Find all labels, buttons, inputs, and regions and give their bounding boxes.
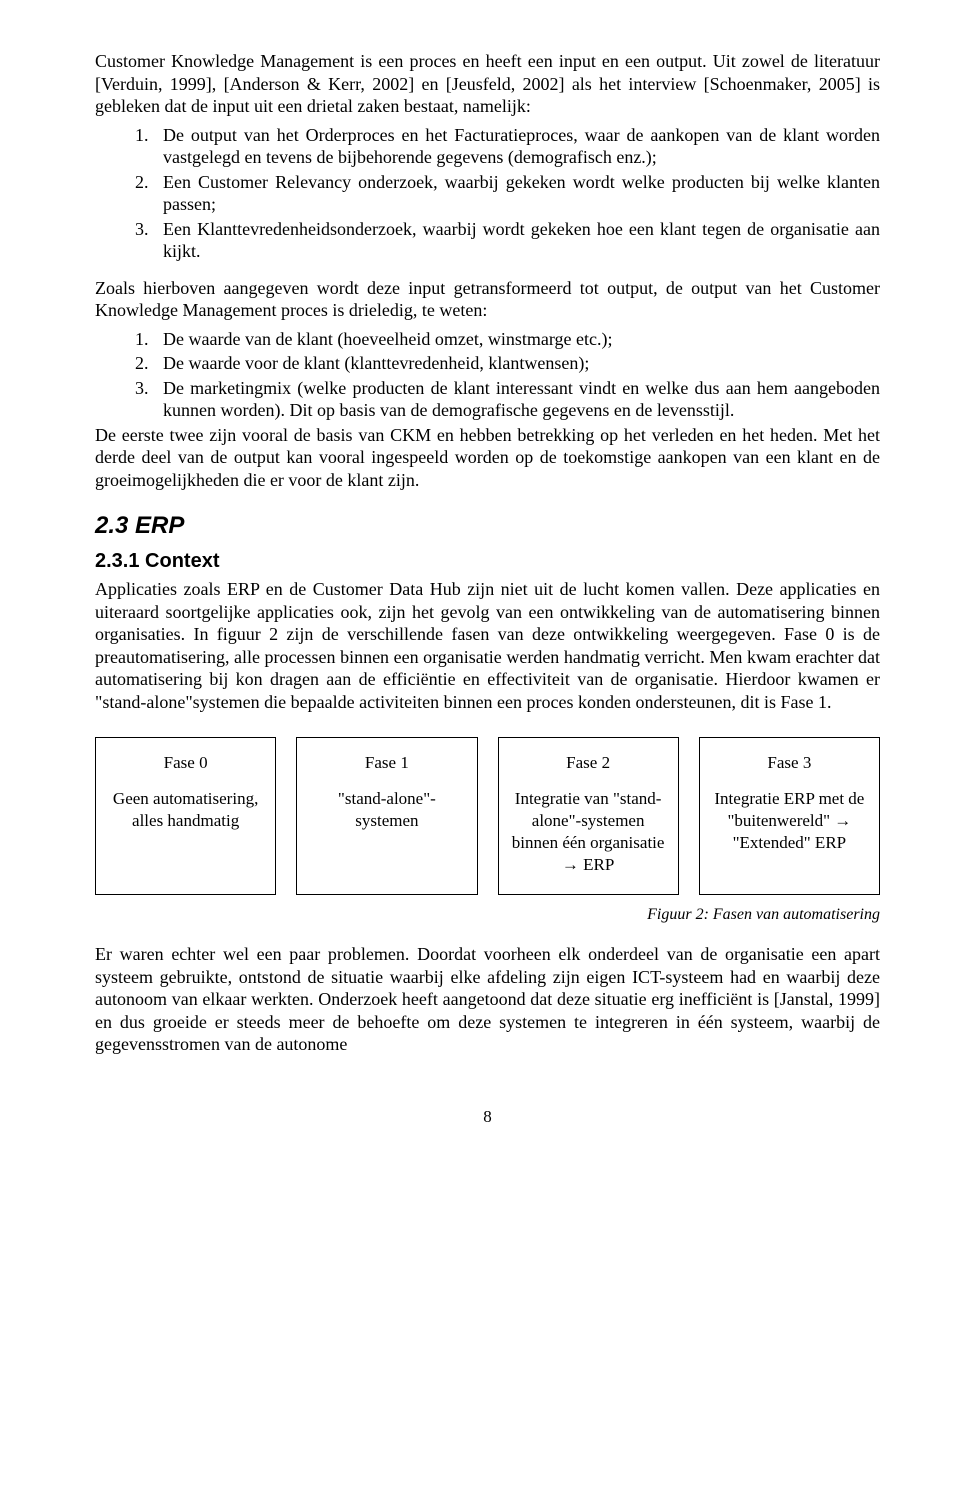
list-item: 3. Een Klanttevredenheidsonderzoek, waar… bbox=[135, 218, 880, 263]
list-item: 3. De marketingmix (welke producten de k… bbox=[135, 377, 880, 422]
output-list: 1. De waarde van de klant (hoeveelheid o… bbox=[95, 328, 880, 422]
list-text: De waarde van de klant (hoeveelheid omze… bbox=[163, 328, 880, 351]
phase-box-1: Fase 1 "stand-alone"-systemen bbox=[296, 737, 477, 895]
phase-title: Fase 1 bbox=[307, 752, 466, 774]
input-list: 1. De output van het Orderproces en het … bbox=[95, 124, 880, 263]
list-item: 1. De waarde van de klant (hoeveelheid o… bbox=[135, 328, 880, 351]
closing-paragraph: Er waren echter wel een paar problemen. … bbox=[95, 943, 880, 1056]
phase-body: Geen automatisering, alles handmatig bbox=[106, 788, 265, 832]
intro-paragraph: Customer Knowledge Management is een pro… bbox=[95, 50, 880, 118]
list-item: 1. De output van het Orderproces en het … bbox=[135, 124, 880, 169]
list-number: 3. bbox=[135, 377, 163, 422]
phase-title: Fase 2 bbox=[509, 752, 668, 774]
list-item: 2. Een Customer Relevancy onderzoek, waa… bbox=[135, 171, 880, 216]
list-number: 1. bbox=[135, 124, 163, 169]
phase-body: Integratie ERP met de "buitenwereld" → "… bbox=[710, 788, 869, 854]
list-number: 3. bbox=[135, 218, 163, 263]
list-text: Een Customer Relevancy onderzoek, waarbi… bbox=[163, 171, 880, 216]
phase-box-2: Fase 2 Integratie van "stand-alone"-syst… bbox=[498, 737, 679, 895]
phase-body: "stand-alone"-systemen bbox=[307, 788, 466, 832]
document-page: Customer Knowledge Management is een pro… bbox=[0, 0, 960, 1167]
list-text: Een Klanttevredenheidsonderzoek, waarbij… bbox=[163, 218, 880, 263]
list-text: De output van het Orderproces en het Fac… bbox=[163, 124, 880, 169]
context-paragraph: Applicaties zoals ERP en de Customer Dat… bbox=[95, 578, 880, 713]
phase-diagram: Fase 0 Geen automatisering, alles handma… bbox=[95, 737, 880, 895]
phase-box-0: Fase 0 Geen automatisering, alles handma… bbox=[95, 737, 276, 895]
list-number: 2. bbox=[135, 352, 163, 375]
after-list-paragraph: De eerste twee zijn vooral de basis van … bbox=[95, 424, 880, 492]
heading-context: 2.3.1 Context bbox=[95, 549, 880, 574]
list-text: De waarde voor de klant (klanttevredenhe… bbox=[163, 352, 880, 375]
list-number: 2. bbox=[135, 171, 163, 216]
phase-title: Fase 3 bbox=[710, 752, 869, 774]
phase-title: Fase 0 bbox=[106, 752, 265, 774]
page-number: 8 bbox=[95, 1106, 880, 1127]
heading-erp: 2.3 ERP bbox=[95, 511, 880, 541]
figure-caption: Figuur 2: Fasen van automatisering bbox=[95, 905, 880, 925]
list-item: 2. De waarde voor de klant (klanttevrede… bbox=[135, 352, 880, 375]
list-text: De marketingmix (welke producten de klan… bbox=[163, 377, 880, 422]
list-number: 1. bbox=[135, 328, 163, 351]
phase-box-3: Fase 3 Integratie ERP met de "buitenwere… bbox=[699, 737, 880, 895]
mid-paragraph: Zoals hierboven aangegeven wordt deze in… bbox=[95, 277, 880, 322]
phase-body: Integratie van "stand-alone"-systemen bi… bbox=[509, 788, 668, 876]
